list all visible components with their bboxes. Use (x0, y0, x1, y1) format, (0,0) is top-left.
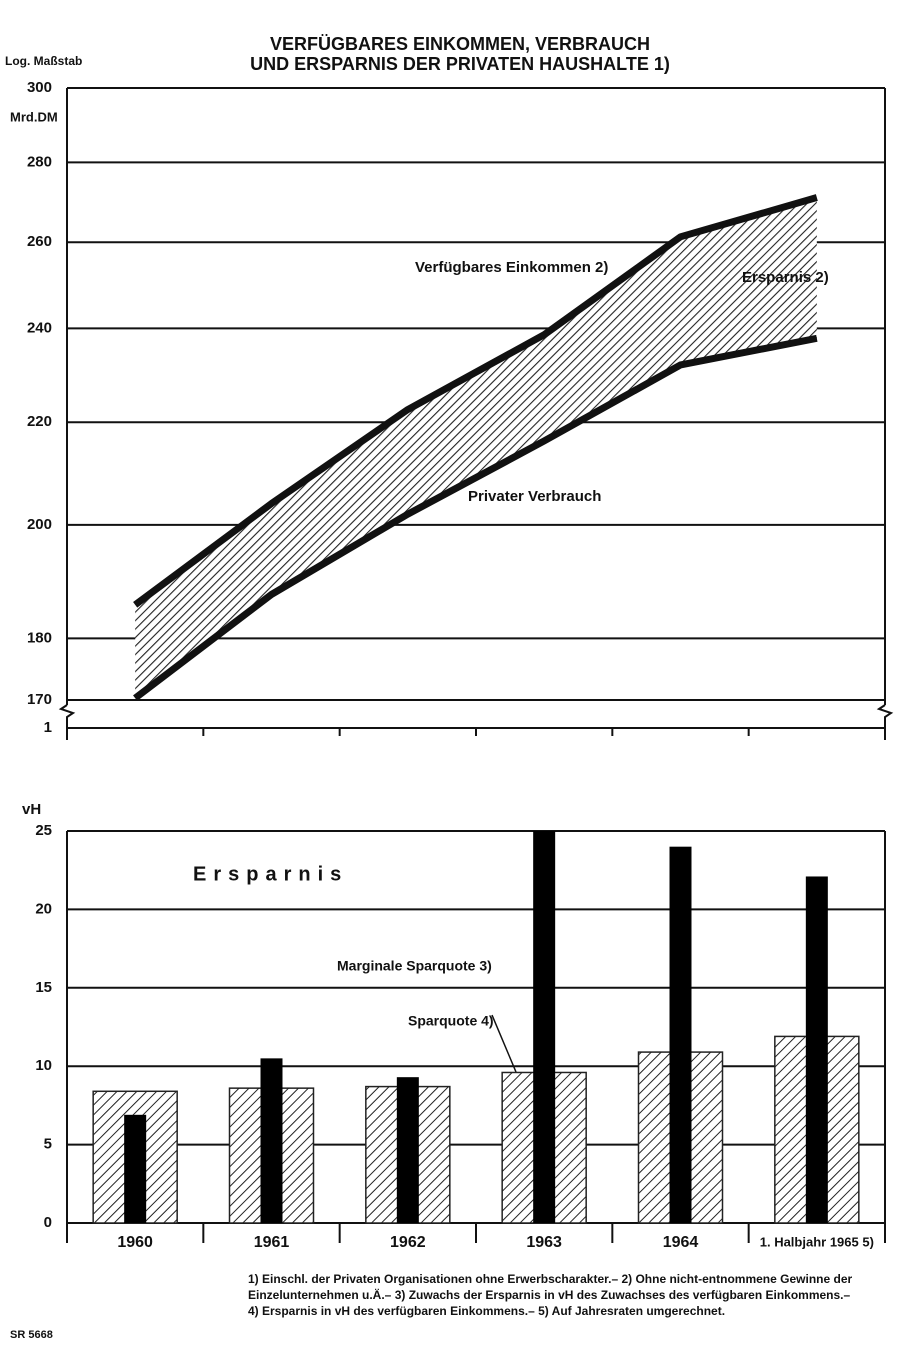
leader-line (491, 1014, 517, 1073)
axis-break (58, 704, 894, 740)
x-tick-label: 1. Halbjahr 1965 5) (760, 1234, 874, 1249)
bar (533, 831, 556, 1223)
x-tick-label: 1961 (254, 1234, 290, 1251)
y-tick-label: 25 (35, 822, 52, 839)
chart-title: UND ERSPARNIS DER PRIVATEN HAUSHALTE 1) (250, 54, 670, 74)
y-tick-label: 20 (35, 900, 52, 917)
annotation: Ersparnis 2) (742, 269, 829, 286)
x-tick-label: 1962 (390, 1234, 426, 1251)
y-tick-label: 0 (44, 1214, 52, 1231)
series-label: Verfügbares Einkommen 2) (415, 259, 608, 276)
y-tick-label: 240 (27, 319, 52, 336)
series-line (133, 194, 818, 608)
y-tick-label: 5 (44, 1136, 52, 1153)
y-axis-label: vH (22, 801, 41, 818)
footnote: 1) Einschl. der Privaten Organisationen … (248, 1272, 852, 1286)
bar (669, 846, 692, 1223)
axis-break-label: 1 (44, 719, 52, 736)
series-line (133, 334, 818, 701)
y-tick-label: 10 (35, 1057, 52, 1074)
y-tick-label: 220 (27, 413, 52, 430)
bar (260, 1058, 283, 1223)
x-tick-label: 1964 (663, 1234, 699, 1251)
y-tick-label: 260 (27, 233, 52, 250)
y-tick-label: 280 (27, 153, 52, 170)
y-tick-label: 200 (27, 516, 52, 533)
y-tick-label: 180 (27, 629, 52, 646)
x-tick-label: 1963 (526, 1234, 562, 1251)
footnote: 4) Ersparnis in vH des verfügbaren Einko… (248, 1304, 725, 1318)
annotation: Ersparnis (193, 863, 348, 885)
y-tick-label: 15 (35, 979, 52, 996)
series-label: Sparquote 4) (408, 1013, 494, 1029)
footnote: Einzelunternehmen u.Ä.– 3) Zuwachs der E… (248, 1287, 851, 1302)
series-label: Marginale Sparquote 3) (337, 958, 492, 974)
chart-title: VERFÜGBARES EINKOMMEN, VERBRAUCH (270, 34, 650, 54)
source-code: SR 5668 (10, 1329, 53, 1341)
y-axis-label: Log. Maßstab (5, 54, 82, 68)
bar (124, 1114, 147, 1223)
series-label: Privater Verbrauch (468, 488, 601, 505)
bar (805, 876, 828, 1223)
bar (396, 1077, 419, 1223)
y-tick-label: 170 (27, 691, 52, 708)
x-tick-label: 1960 (117, 1234, 153, 1251)
y-axis-label: Mrd.DM (10, 109, 58, 124)
y-tick-label: 300 (27, 79, 52, 96)
